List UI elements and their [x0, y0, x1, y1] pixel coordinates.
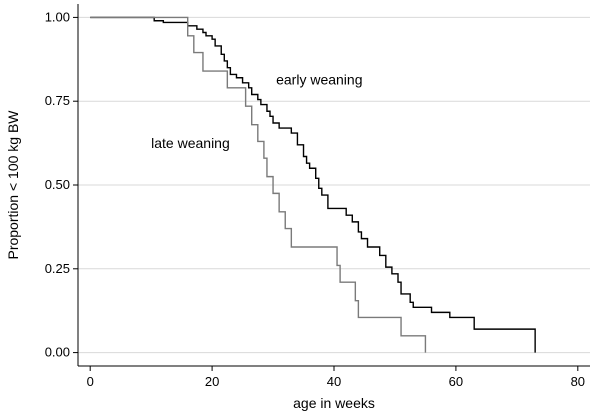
- y-tick-label-0: 0.00: [45, 345, 70, 360]
- annotation-early-weaning: early weaning: [276, 71, 362, 87]
- x-tick-label-4: 80: [571, 374, 585, 389]
- annotation-late-weaning: late weaning: [151, 135, 230, 151]
- x-tick-label-1: 20: [205, 374, 219, 389]
- y-axis-title: Proportion < 100 kg BW: [5, 110, 21, 260]
- tick-marks: 0.00 0.25 0.50 0.75 1.00 0 20 40 60 80: [45, 9, 585, 389]
- x-axis-title: age in weeks: [293, 395, 375, 411]
- y-tick-label-4: 1.00: [45, 9, 70, 24]
- series-line-late-weaning: [90, 16, 427, 353]
- series-lines: [90, 16, 536, 353]
- y-tick-label-2: 0.50: [45, 177, 70, 192]
- series-line-early-weaning: [90, 16, 536, 353]
- x-tick-label-2: 40: [327, 374, 341, 389]
- y-tick-label-3: 0.75: [45, 93, 70, 108]
- grid-lines: [78, 16, 590, 354]
- chart-labels: early weaning late weaning age in weeks Pro…: [5, 71, 375, 411]
- x-tick-label-0: 0: [87, 374, 94, 389]
- y-tick-label-1: 0.25: [45, 261, 70, 276]
- x-tick-label-3: 60: [449, 374, 463, 389]
